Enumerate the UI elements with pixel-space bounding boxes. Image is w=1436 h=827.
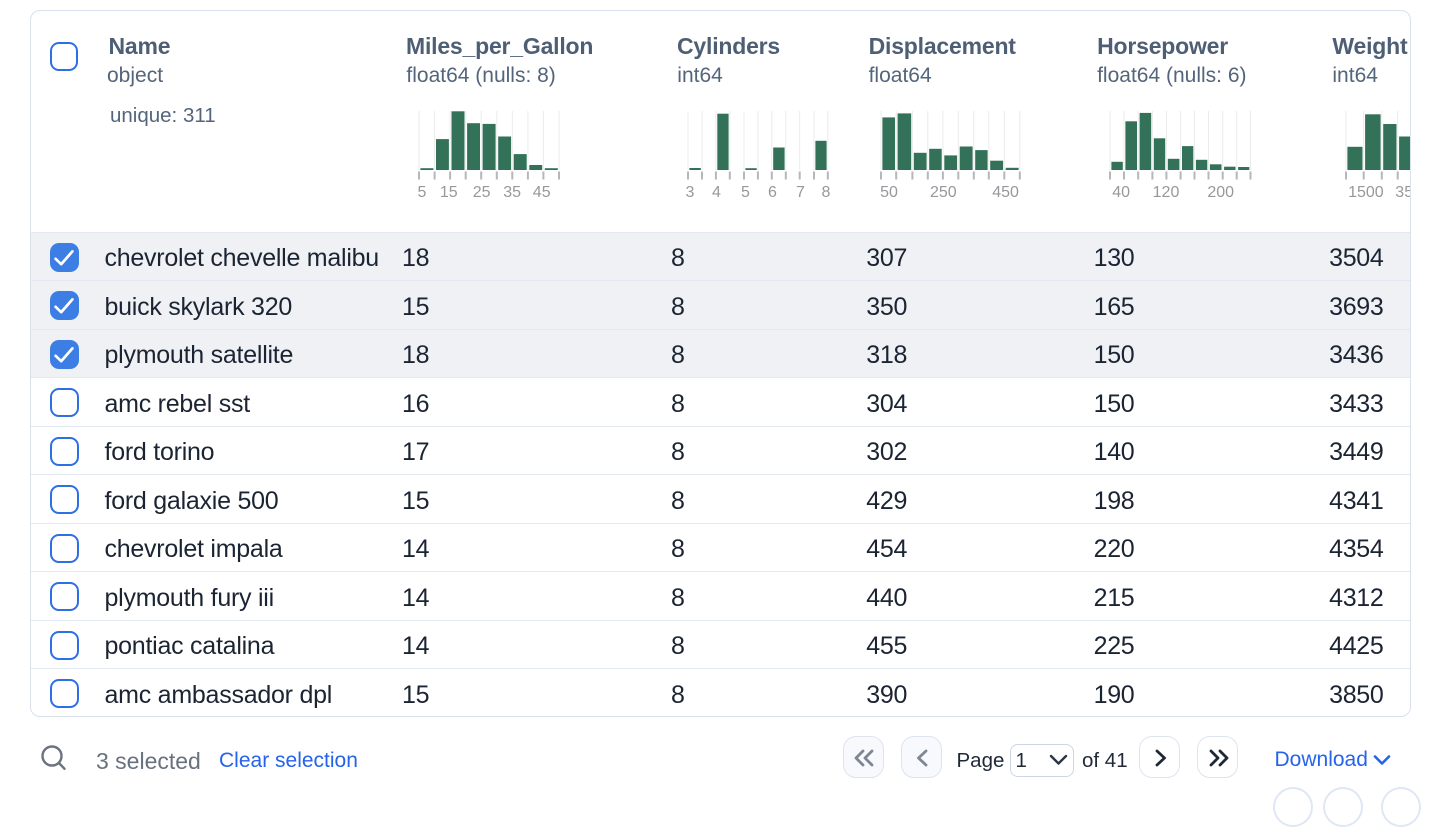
svg-text:8: 8 [821,184,830,201]
svg-text:1500: 1500 [1348,184,1384,201]
svg-text:3: 3 [685,184,694,201]
svg-text:5: 5 [741,184,750,201]
svg-text:6: 6 [768,184,777,201]
svg-text:35: 35 [503,184,521,201]
svg-text:200: 200 [1207,184,1234,201]
svg-text:15: 15 [439,184,457,201]
svg-text:250: 250 [930,184,957,201]
svg-text:50: 50 [880,184,898,201]
svg-text:4: 4 [712,184,721,201]
svg-text:7: 7 [796,184,805,201]
svg-text:3500: 3500 [1395,184,1411,201]
svg-text:25: 25 [472,184,490,201]
svg-text:45: 45 [532,184,550,201]
svg-text:120: 120 [1153,184,1180,201]
svg-text:5: 5 [417,184,426,201]
svg-text:40: 40 [1112,184,1130,201]
svg-text:450: 450 [992,184,1019,201]
